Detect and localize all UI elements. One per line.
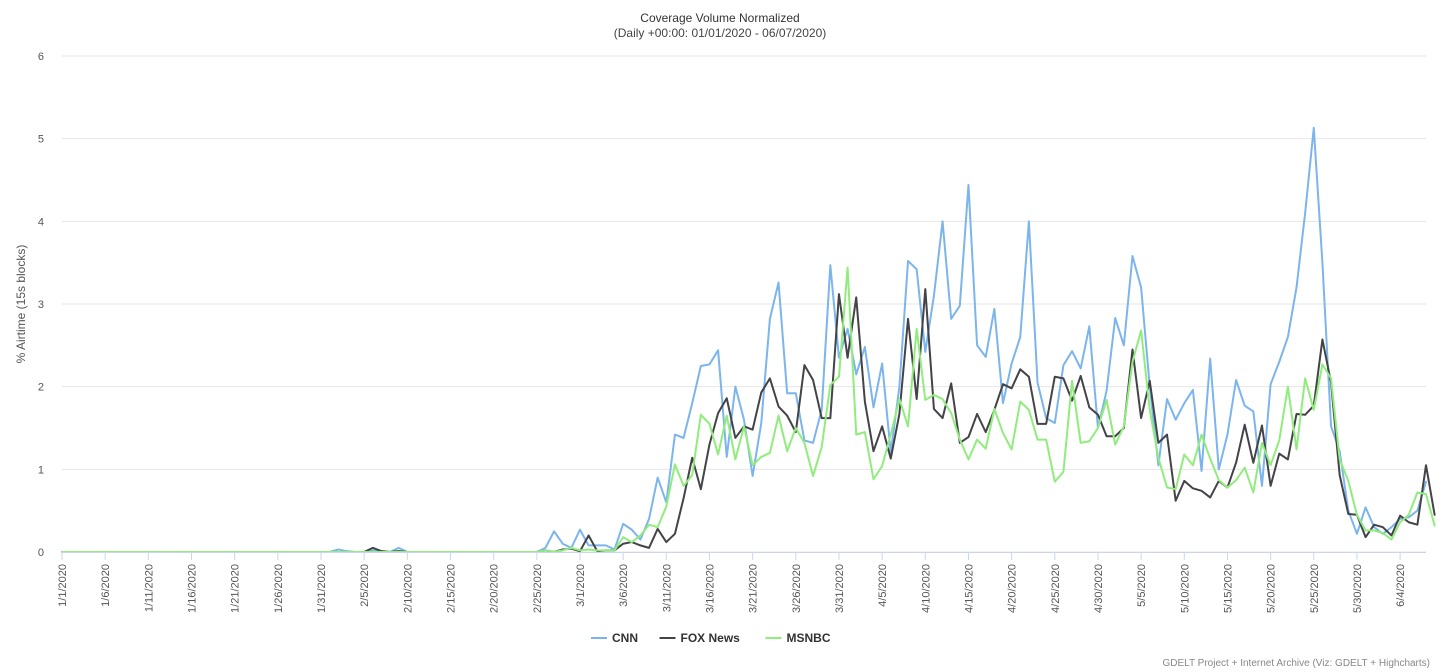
x-tick-label: 4/5/2020 xyxy=(877,564,889,607)
axis-layer: 0 1 2 3 4 5 6 1/1/2020 1/6/2020 1/11/2020 1/16/202… xyxy=(38,51,1426,613)
x-tick-label: 3/6/2020 xyxy=(618,564,630,607)
y-tick-label: 1 xyxy=(38,464,44,476)
x-tick-label: 3/26/2020 xyxy=(791,564,803,613)
legend-label: MSNBC xyxy=(787,631,831,645)
x-tick-label: 5/5/2020 xyxy=(1136,564,1148,607)
y-tick-label: 4 xyxy=(38,216,44,228)
series-layer xyxy=(61,126,1436,553)
legend-label: FOX News xyxy=(681,631,741,645)
x-tick-label: 2/10/2020 xyxy=(402,564,414,613)
chart-title: Coverage Volume Normalized xyxy=(640,11,799,25)
y-tick-label: 2 xyxy=(38,382,44,394)
x-tick-label: 5/20/2020 xyxy=(1266,564,1278,613)
x-tick-label: 2/20/2020 xyxy=(489,564,501,613)
legend-label: CNN xyxy=(612,631,638,645)
x-tick-label: 4/30/2020 xyxy=(1093,564,1105,613)
x-tick-label: 5/15/2020 xyxy=(1222,564,1234,613)
x-tick-label: 1/11/2020 xyxy=(143,564,155,612)
x-tick-label: 2/25/2020 xyxy=(532,564,544,613)
x-tick-label: 1/31/2020 xyxy=(316,564,328,613)
legend-item-msnbc[interactable]: MSNBC xyxy=(765,631,831,645)
x-tick-label: 4/25/2020 xyxy=(1050,564,1062,613)
grid-layer xyxy=(62,55,1426,553)
legend-item-fox-news[interactable]: FOX News xyxy=(659,631,741,645)
legend-item-cnn[interactable]: CNN xyxy=(591,631,638,645)
x-tick-label: 1/26/2020 xyxy=(273,564,285,613)
series-line-cnn[interactable] xyxy=(61,126,1427,553)
x-tick-label: 2/5/2020 xyxy=(359,564,371,607)
y-axis-title: % Airtime (15s blocks) xyxy=(14,245,28,364)
y-tick-label: 0 xyxy=(38,547,44,559)
x-tick-label: 1/1/2020 xyxy=(57,564,69,607)
chart-subtitle: (Daily +00:00: 01/01/2020 - 06/07/2020) xyxy=(614,26,826,40)
x-tick-label: 3/11/2020 xyxy=(661,564,673,612)
x-tick-label: 3/16/2020 xyxy=(704,564,716,613)
x-tick-label: 4/15/2020 xyxy=(963,564,975,613)
x-tick-label: 5/10/2020 xyxy=(1179,564,1191,613)
x-tick-label: 1/21/2020 xyxy=(230,564,242,613)
x-tick-label: 4/10/2020 xyxy=(920,564,932,613)
x-tick-label: 4/20/2020 xyxy=(1007,564,1019,613)
x-tick-label: 3/21/2020 xyxy=(748,564,760,613)
x-tick-label: 5/25/2020 xyxy=(1309,564,1321,613)
credits[interactable]: GDELT Project + Internet Archive (Viz: G… xyxy=(1162,658,1430,669)
y-tick-label: 3 xyxy=(38,299,44,311)
x-tick-label: 5/30/2020 xyxy=(1352,564,1364,613)
x-tick-label: 1/16/2020 xyxy=(186,564,198,613)
x-tick-label: 6/4/2020 xyxy=(1395,564,1407,607)
y-tick-label: 6 xyxy=(38,51,44,63)
series-line-msnbc[interactable] xyxy=(61,266,1436,553)
y-tick-label: 5 xyxy=(38,134,44,146)
x-tick-label: 1/6/2020 xyxy=(100,564,112,607)
x-tick-label: 2/15/2020 xyxy=(445,564,457,613)
legend: CNN FOX News MSNBC xyxy=(591,631,831,645)
x-tick-label: 3/1/2020 xyxy=(575,564,587,607)
x-tick-label: 3/31/2020 xyxy=(834,564,846,613)
